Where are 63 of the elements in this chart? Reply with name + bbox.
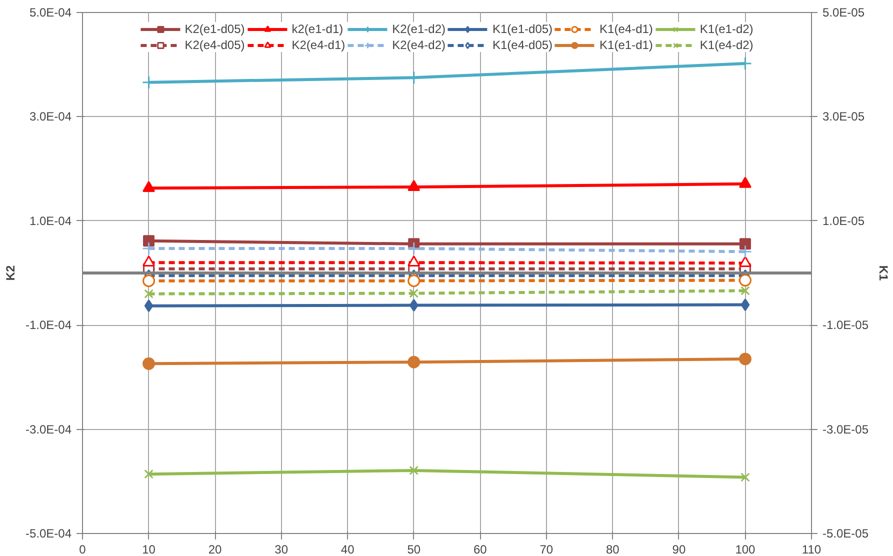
x-tick-label: 80 [606, 542, 620, 556]
legend-label: K1(e4-d05) [492, 38, 553, 52]
legend-label: K1(e1-d1) [600, 38, 653, 52]
point [738, 274, 752, 287]
point [408, 274, 420, 288]
y-tick-label: 5.0E-04 [29, 6, 72, 20]
point [740, 298, 750, 312]
point [740, 472, 750, 482]
y2-tick-label: -3.0E-05 [822, 422, 869, 436]
y2-tick-label: 5.0E-05 [822, 6, 865, 20]
x-tick-label: 70 [540, 542, 554, 556]
y-axis-title: K2 [3, 265, 18, 281]
point [408, 180, 420, 191]
point [142, 242, 156, 256]
x-tick-label: 20 [208, 542, 222, 556]
point [144, 300, 154, 312]
legend-label: K2(e1-d05) [184, 22, 245, 36]
point [142, 255, 156, 267]
y2-tick-label: -1.0E-05 [822, 318, 869, 332]
point [408, 356, 420, 368]
point [142, 274, 156, 288]
point [738, 176, 752, 188]
point [142, 180, 156, 192]
legend-label: K2(e4-d05) [184, 38, 245, 52]
point [739, 238, 751, 250]
y-tick-label: -5.0E-04 [25, 526, 72, 540]
point [407, 242, 421, 256]
x-tick-label: 40 [340, 542, 355, 556]
point [408, 255, 420, 267]
y2-tick-label: 3.0E-05 [822, 110, 865, 124]
x-tick-label: 50 [407, 542, 421, 556]
x-tick-label: 30 [274, 542, 288, 556]
x-tick-label: 90 [672, 542, 686, 556]
point [738, 256, 752, 268]
y-tick-label: 3.0E-04 [29, 110, 72, 124]
x-tick-label: 10 [142, 542, 156, 556]
y-tick-label: 1.0E-04 [29, 214, 72, 228]
y2-axis-title: K1 [876, 265, 891, 281]
legend-label: K2(e1-d2) [392, 22, 446, 36]
point [409, 288, 419, 298]
point [740, 286, 750, 296]
point [142, 357, 156, 370]
y2-tick-label: -5.0E-05 [822, 526, 869, 540]
x-tick-label: 0 [79, 542, 86, 556]
point [144, 469, 154, 479]
legend-label: K1(e4-d1) [600, 22, 653, 36]
legend-label: k2(e1-d1) [292, 22, 344, 36]
y-tick-label: -1.0E-04 [25, 318, 72, 332]
legend-label: K1(e4-d2) [700, 38, 754, 52]
x-tick-label: 100 [735, 542, 756, 556]
point [409, 466, 419, 476]
y2-tick-label: 1.0E-05 [822, 214, 865, 228]
point [738, 352, 752, 366]
legend-label: K1(e1-d2) [700, 22, 754, 36]
legend-label: K1(e1-d05) [492, 22, 553, 36]
legend-label: K2(e4-d1) [292, 38, 346, 52]
point [409, 299, 418, 312]
x-tick-label: 60 [473, 542, 488, 556]
legend-label: K2(e4-d2) [392, 38, 446, 52]
point [143, 235, 155, 247]
y-tick-label: -3.0E-04 [25, 422, 72, 436]
x-tick-label: 110 [802, 542, 822, 556]
point [144, 289, 154, 298]
